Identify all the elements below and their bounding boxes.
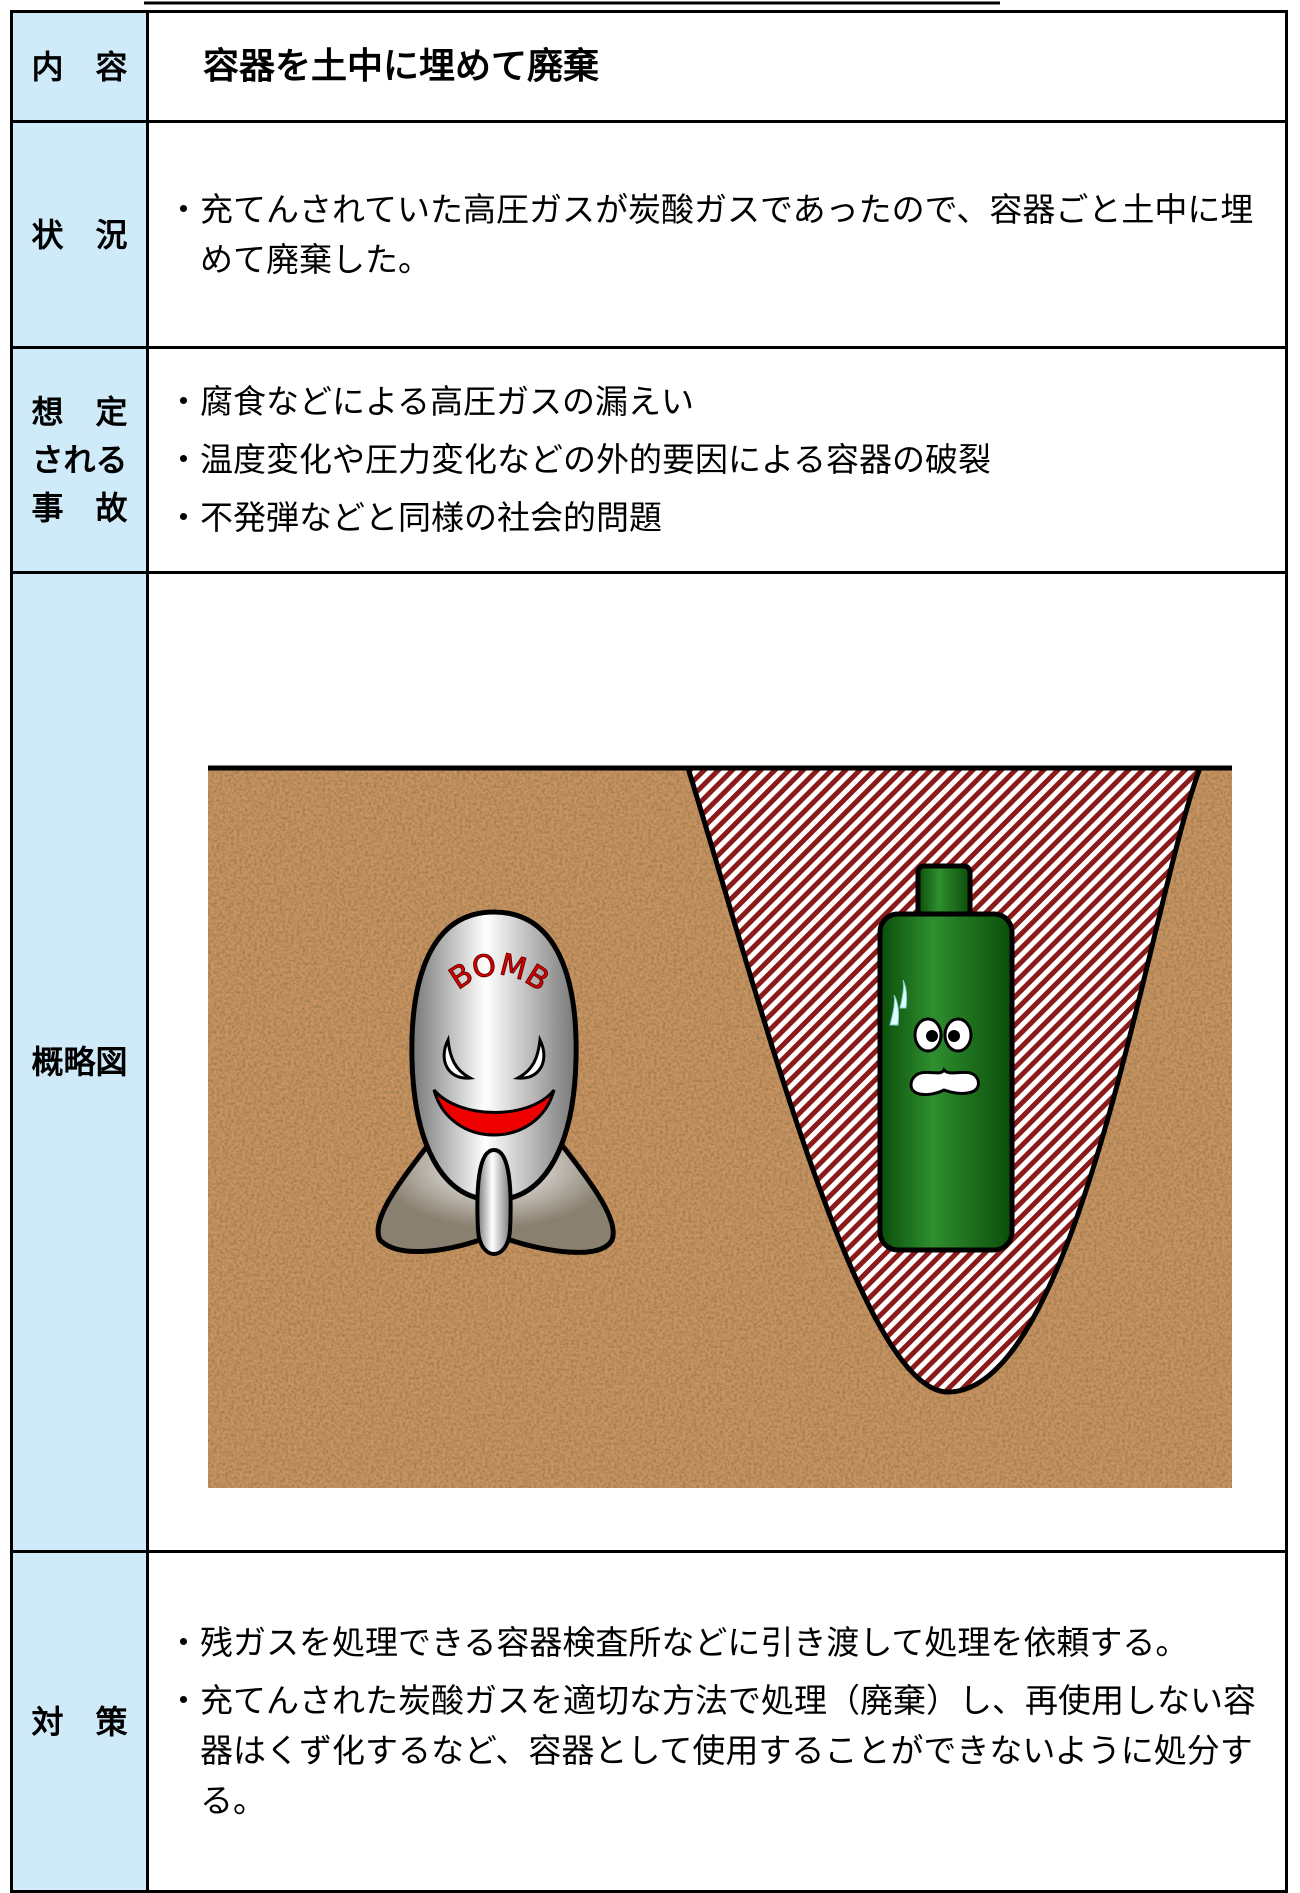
row-label: 概略図 <box>13 574 149 1550</box>
bullet-item: ・温度変化や圧力変化などの外的要因による容器の破裂 <box>167 440 992 479</box>
label-line: 対 策 <box>31 1702 128 1741</box>
bullet-item: ・充てんされていた高圧ガスが炭酸ガスであったので、容器ごと土中に埋めて廃棄した。 <box>167 189 1254 279</box>
bullet-item: ・不発弾などと同様の社会的問題 <box>167 498 662 537</box>
row-content: ・腐食などによる高圧ガスの漏えい・温度変化や圧力変化などの外的要因による容器の破… <box>149 349 1285 571</box>
row-content: ・残ガスを処理できる容器検査所などに引き渡して処理を依頼する。・充てんされた炭酸… <box>149 1553 1285 1890</box>
bullet-item: ・腐食などによる高圧ガスの漏えい <box>167 382 695 421</box>
row-label: 想 定される事 故 <box>13 349 149 571</box>
row-content: ・充てんされていた高圧ガスが炭酸ガスであったので、容器ごと土中に埋めて廃棄した。 <box>149 123 1285 346</box>
table-row: 対 策・残ガスを処理できる容器検査所などに引き渡して処理を依頼する。 ・充てんされ… <box>13 1553 1285 1893</box>
bullet-item: ・充てんされた炭酸ガスを適切な方法で処理（廃棄）し、再使用しない容器はくず化する… <box>167 1680 1256 1820</box>
label-line: 想 定 <box>31 393 128 431</box>
row-content <box>149 574 1285 1550</box>
table-row: 状 況・充てんされていた高圧ガスが炭酸ガスであったので、容器ごと土中に埋めて廃棄… <box>13 123 1285 349</box>
top-line <box>144 1 1000 5</box>
table-row: 想 定される事 故・腐食などによる高圧ガスの漏えい ・温度変化や圧力変化などの外的… <box>13 349 1285 574</box>
row-label: 内 容 <box>13 13 149 120</box>
row-label: 状 況 <box>13 123 149 346</box>
row-content: 容器を土中に埋めて廃棄 <box>149 13 1285 120</box>
label-line: 概略図 <box>31 1043 128 1081</box>
bullet-item: ・残ガスを処理できる容器検査所などに引き渡して処理を依頼する。 <box>167 1622 1189 1662</box>
label-line: 内 容 <box>31 47 128 86</box>
table-row: 内 容 容器を土中に埋めて廃棄 <box>13 13 1285 123</box>
content-title: 容器を土中に埋めて廃棄 <box>203 45 600 87</box>
label-line: 事 故 <box>31 489 128 527</box>
table-row: 概略図 <box>13 574 1285 1553</box>
label-line: 状 況 <box>31 215 128 254</box>
row-label: 対 策 <box>13 1553 149 1890</box>
label-line: される <box>31 441 128 479</box>
table: 内 容 容器を土中に埋めて廃棄状 況・充てんされていた高圧ガスが炭酸ガスであったの… <box>10 10 1288 1893</box>
